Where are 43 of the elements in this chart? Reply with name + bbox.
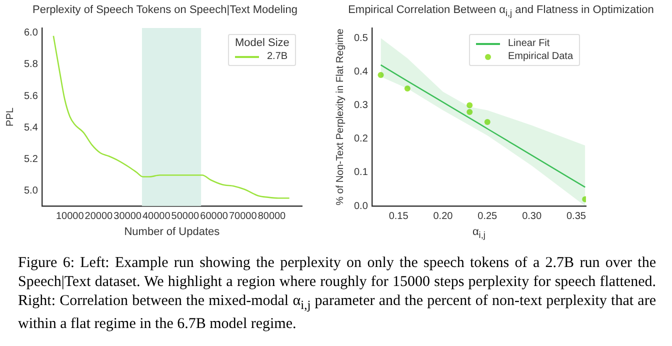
y-tick-label: 0.4 (354, 66, 368, 78)
y-tick-label: 5.0 (24, 186, 38, 197)
point (484, 119, 490, 126)
y-tick-label: 6.0 (24, 27, 38, 38)
x-tick-label: 0.30 (522, 210, 542, 222)
x-tick-label: 30000 (114, 210, 142, 222)
x-tick-label: 40000 (142, 210, 171, 222)
line-series (52, 35, 290, 199)
y-tick-label: 0.5 (354, 32, 368, 44)
x-tick-label: 20000 (84, 210, 114, 222)
x-tick-label: 0.15 (388, 210, 409, 222)
y-tick-label: 5.2 (24, 154, 38, 166)
y-tick-label: 5.4 (24, 122, 38, 134)
y-tick-label: 5.6 (24, 90, 38, 102)
point (466, 102, 473, 108)
y-axis-title: % of Non-Text Perplexity in Flat Regime (334, 28, 346, 206)
chart-title: Empirical Correlation Between α$_{i,j}$ and Flatness in Optimization (347, 4, 655, 18)
x-tick-label: 70000 (228, 210, 258, 222)
legend-title: Model Size (235, 37, 290, 49)
y-tick-label: 0.2 (354, 134, 368, 145)
x-axis-title: Number of Updates (123, 226, 221, 238)
line-series (380, 64, 586, 188)
point (404, 85, 410, 92)
x-tick-label: 0.35 (566, 210, 586, 222)
x-tick-label: 10000 (56, 210, 84, 222)
y-tick-label: 5.8 (24, 59, 38, 70)
legend-label: Empirical Data (508, 51, 574, 62)
chart-title: Perplexity of Speech Tokens on Speech|Text Modeling (32, 4, 298, 16)
x-tick-label: 50000 (171, 210, 200, 222)
y-axis-title: PPL (4, 107, 16, 126)
text: Figure 6: Left: Example run showing the perplexity on only the speech tokens of a 2.7B run over the Speech|Text dataset. We highlight a region where roughly for 15000 steps perplexity for speech flattened. Right: Correlation between the mixed-modal α$_{i,j}$ parameter and the percent of non-text perplexity that are within a flat regime in the 6.7B model regime. (18, 255, 656, 332)
x-tick-label: 60000 (200, 210, 228, 222)
y-tick-label: 0.1 (354, 167, 368, 178)
point (466, 108, 473, 115)
x-axis-title: α$_{i,j}$ (471, 226, 486, 240)
x-tick-label: 80000 (258, 210, 286, 222)
legend-label: Linear Fit (508, 38, 550, 49)
x-tick-label: 0.25 (478, 210, 498, 222)
y-tick-label: 0.0 (354, 200, 368, 212)
legend-label: 2.7B (267, 51, 288, 62)
y-tick-label: 0.3 (354, 100, 368, 111)
point (378, 72, 384, 78)
x-tick-label: 0.20 (433, 210, 454, 222)
